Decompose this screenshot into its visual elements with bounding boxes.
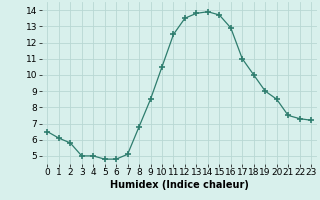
X-axis label: Humidex (Indice chaleur): Humidex (Indice chaleur) [110, 180, 249, 190]
